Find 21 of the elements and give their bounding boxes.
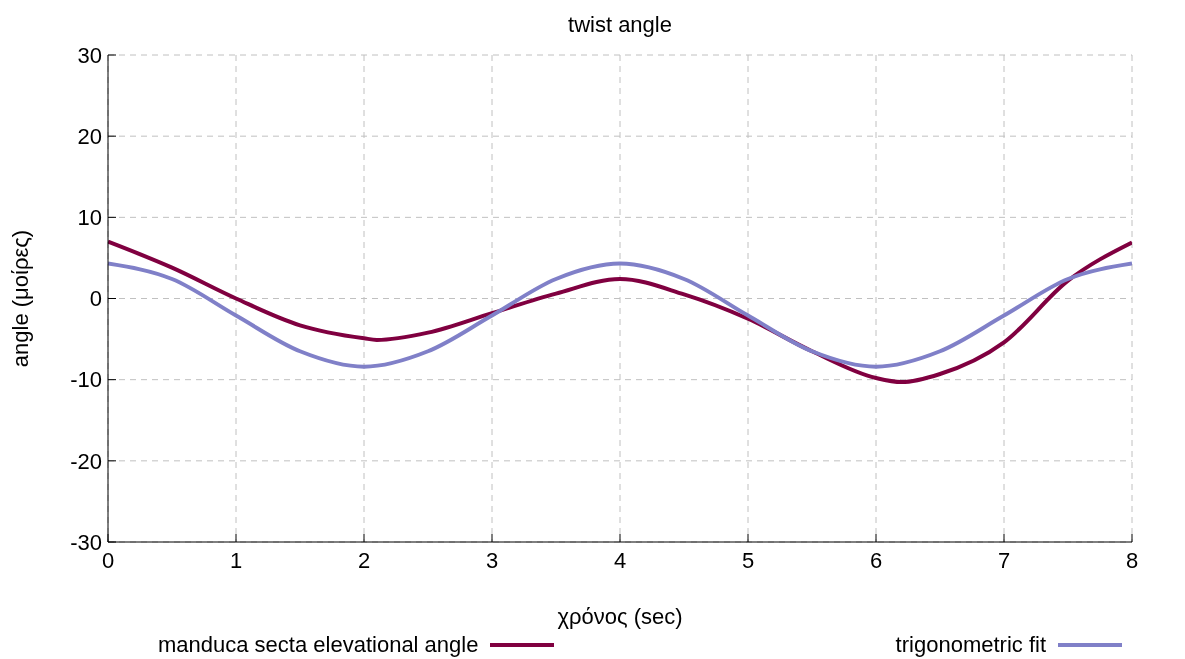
y-tick-label: 10 (77, 205, 102, 231)
y-tick-label: -10 (70, 367, 102, 393)
legend-label: trigonometric fit (895, 632, 1046, 658)
x-tick-label: 5 (741, 547, 755, 573)
x-tick-label: 1 (229, 547, 243, 573)
y-tick-label: -20 (70, 448, 102, 474)
x-tick-label: 8 (1125, 547, 1139, 573)
x-tick-label: 6 (869, 547, 883, 573)
y-axis-title: angle (μοίρες) (7, 229, 33, 368)
legend-label: manduca secta elevational angle (158, 632, 479, 658)
x-tick-label: 7 (997, 547, 1011, 573)
y-tick-label: 20 (77, 123, 102, 149)
chart-title: twist angle (567, 12, 673, 38)
y-tick-label: 30 (77, 42, 102, 68)
x-axis-title: χρόνος (sec) (557, 604, 683, 629)
x-tick-label: 4 (613, 547, 627, 573)
y-tick-label: -30 (70, 529, 102, 555)
x-tick-label: 2 (357, 547, 371, 573)
y-tick-label: 0 (89, 286, 102, 312)
line-series (108, 261, 1132, 369)
x-tick-label: 3 (485, 547, 499, 573)
